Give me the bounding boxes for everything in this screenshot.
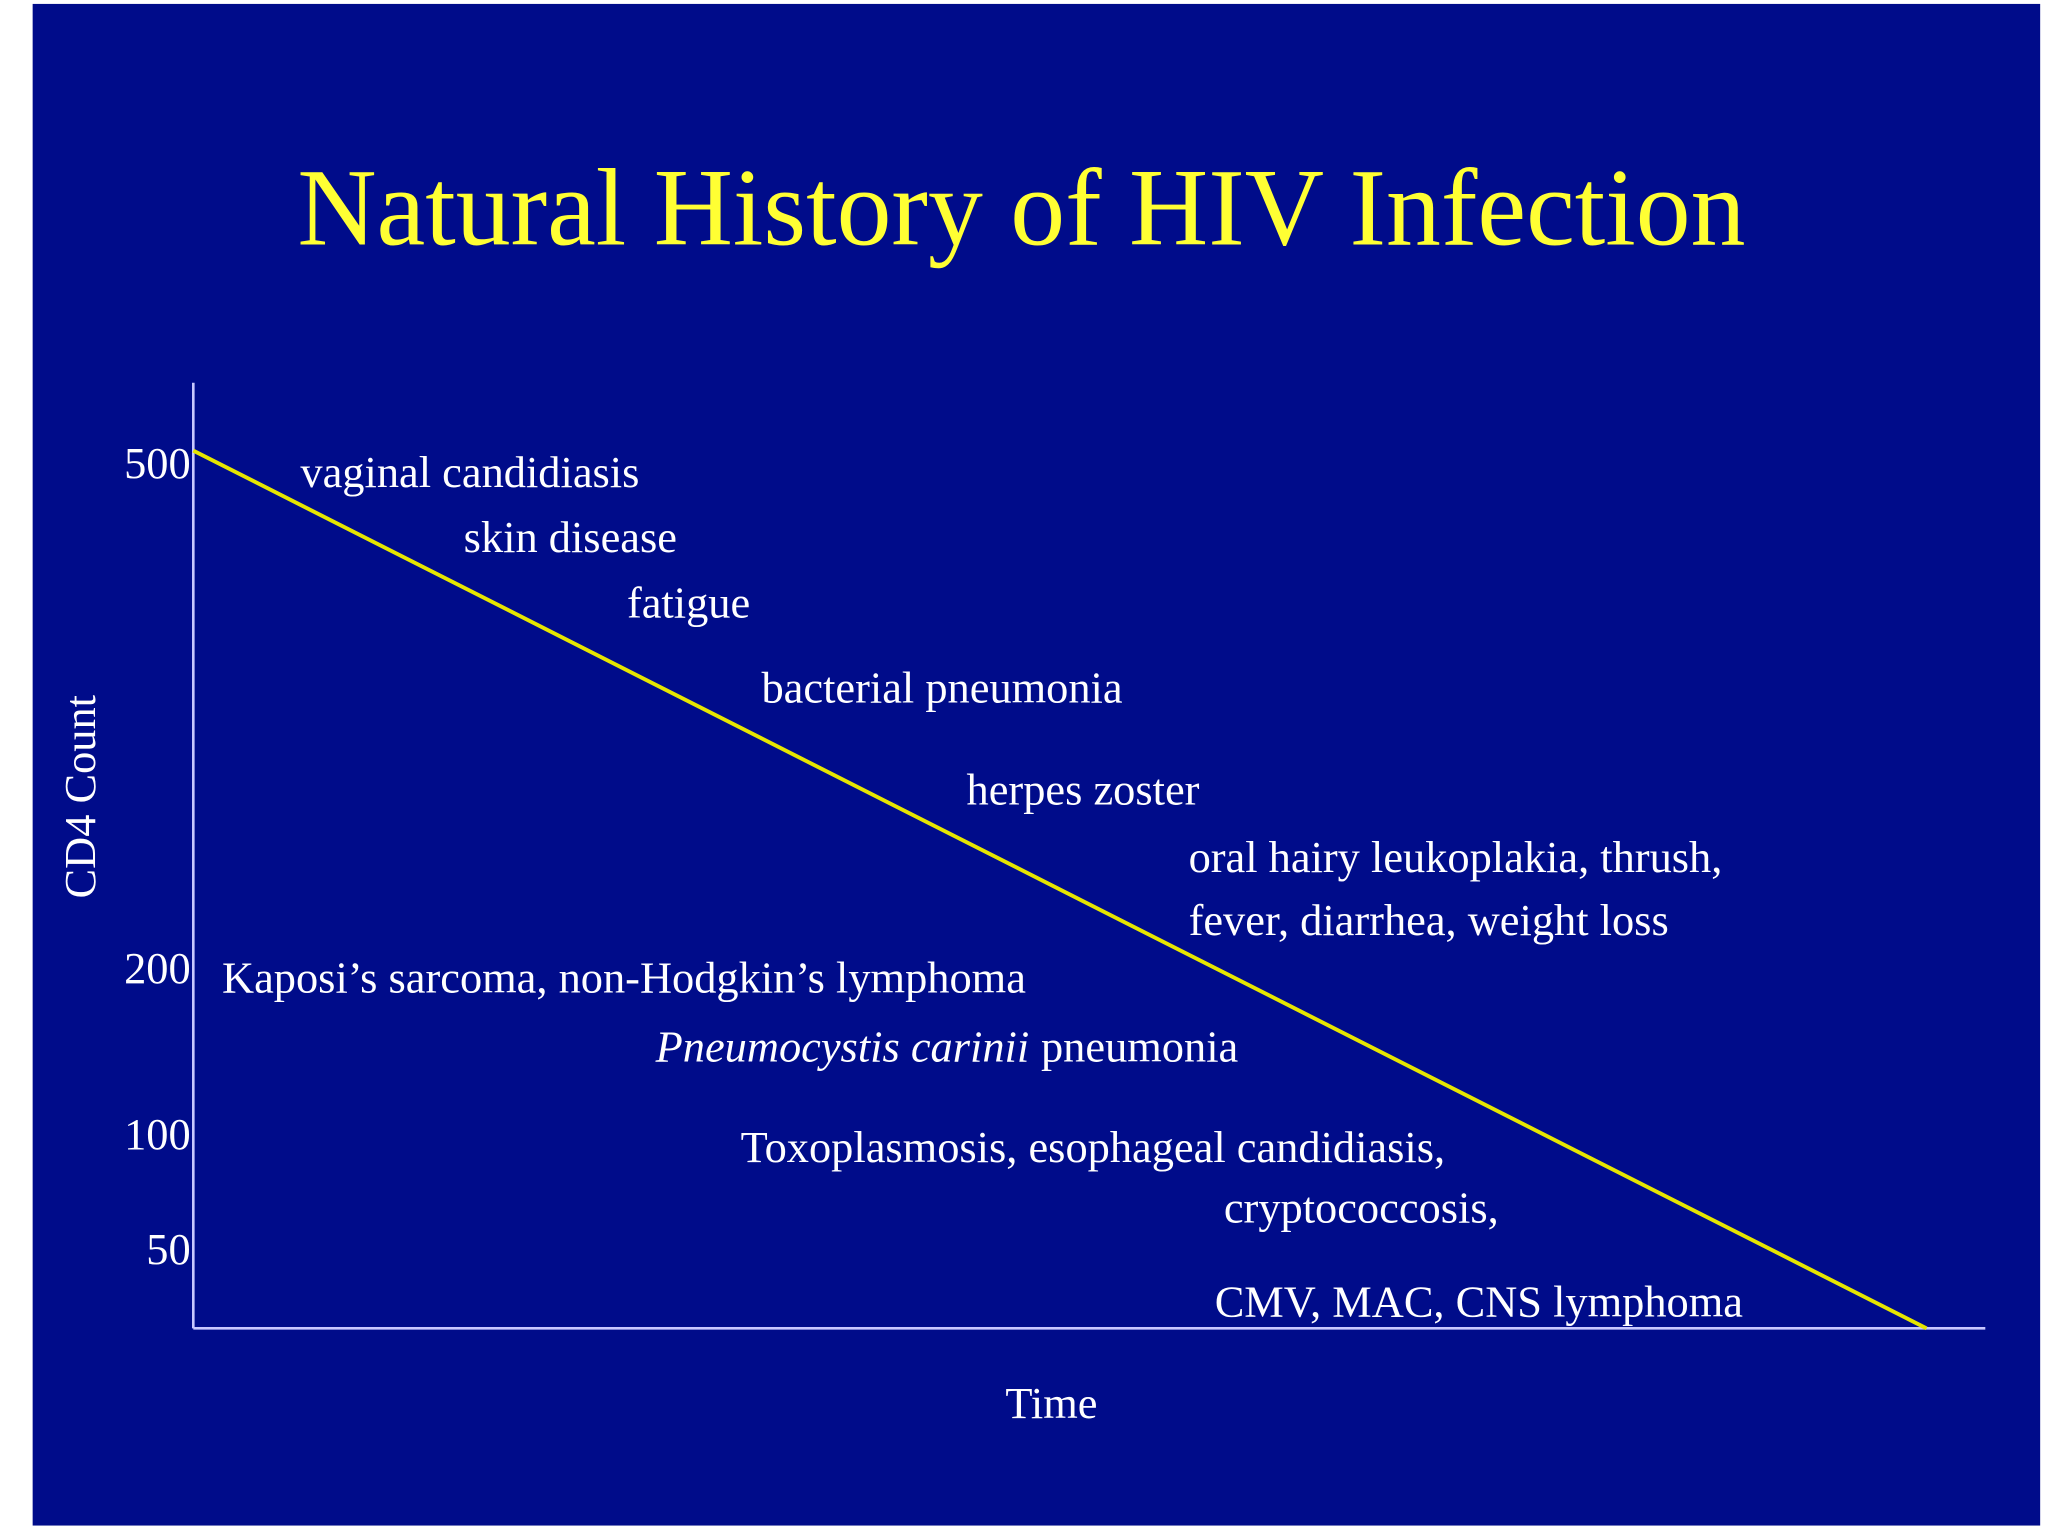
title: Natural History of HIV Infection bbox=[297, 147, 1745, 269]
y-tick-label: 200 bbox=[124, 943, 191, 993]
annotation-italic: Pneumocystis carinii bbox=[655, 1022, 1030, 1072]
decline-line bbox=[192, 448, 1928, 1331]
annotation: fatigue bbox=[627, 578, 750, 628]
y-tick-label: 100 bbox=[124, 1109, 191, 1159]
annotation: bacterial pneumonia bbox=[761, 662, 1122, 712]
annotation: Kaposi’s sarcoma, non-Hodgkin’s lymphoma bbox=[222, 952, 1026, 1002]
y-tick-label: 50 bbox=[146, 1224, 190, 1274]
annotation: Pneumocystis carinii pneumonia bbox=[655, 1022, 1239, 1072]
annotation: CMV, MAC, CNS lymphoma bbox=[1215, 1276, 1744, 1326]
annotation: vaginal candidiasis bbox=[300, 447, 639, 497]
annotation-text: pneumonia bbox=[1041, 1022, 1239, 1072]
annotation: skin disease bbox=[464, 512, 677, 562]
annotation: herpes zoster bbox=[967, 764, 1200, 814]
annotation: Toxoplasmosis, esophageal candidiasis, bbox=[741, 1122, 1446, 1172]
slide-background bbox=[32, 3, 2041, 1526]
y-axis-label: CD4 Count bbox=[55, 694, 105, 898]
annotation: fever, diarrhea, weight loss bbox=[1189, 895, 1669, 945]
annotation: cryptococcosis, bbox=[1224, 1182, 1499, 1232]
y-tick-label: 500 bbox=[124, 438, 191, 488]
annotation: oral hairy leukoplakia, thrush, bbox=[1189, 832, 1723, 882]
x-axis-label: Time bbox=[1005, 1378, 1097, 1428]
